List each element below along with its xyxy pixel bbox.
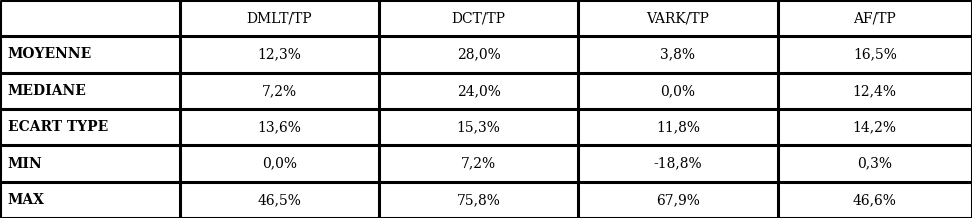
Text: 67,9%: 67,9%	[656, 193, 700, 207]
Text: MIN: MIN	[8, 157, 43, 170]
Text: ECART TYPE: ECART TYPE	[8, 120, 108, 134]
Text: MOYENNE: MOYENNE	[8, 48, 92, 61]
Text: AF/TP: AF/TP	[853, 11, 896, 25]
Text: 0,0%: 0,0%	[261, 157, 297, 170]
Text: 13,6%: 13,6%	[258, 120, 301, 134]
Text: 46,6%: 46,6%	[852, 193, 897, 207]
Text: -18,8%: -18,8%	[653, 157, 703, 170]
Text: VARK/TP: VARK/TP	[646, 11, 710, 25]
Text: DMLT/TP: DMLT/TP	[247, 11, 312, 25]
Text: 3,8%: 3,8%	[660, 48, 696, 61]
Text: 46,5%: 46,5%	[258, 193, 301, 207]
Text: 11,8%: 11,8%	[656, 120, 700, 134]
Text: 14,2%: 14,2%	[852, 120, 897, 134]
Text: 0,0%: 0,0%	[660, 84, 696, 98]
Text: 16,5%: 16,5%	[852, 48, 897, 61]
Text: MEDIANE: MEDIANE	[8, 84, 87, 98]
Text: 12,3%: 12,3%	[258, 48, 301, 61]
Text: 24,0%: 24,0%	[457, 84, 501, 98]
Text: MAX: MAX	[8, 193, 45, 207]
Text: 28,0%: 28,0%	[457, 48, 501, 61]
Text: 0,3%: 0,3%	[857, 157, 892, 170]
Text: 7,2%: 7,2%	[461, 157, 497, 170]
Text: DCT/TP: DCT/TP	[452, 11, 505, 25]
Text: 7,2%: 7,2%	[261, 84, 297, 98]
Text: 15,3%: 15,3%	[457, 120, 501, 134]
Text: 12,4%: 12,4%	[852, 84, 897, 98]
Text: 75,8%: 75,8%	[457, 193, 501, 207]
